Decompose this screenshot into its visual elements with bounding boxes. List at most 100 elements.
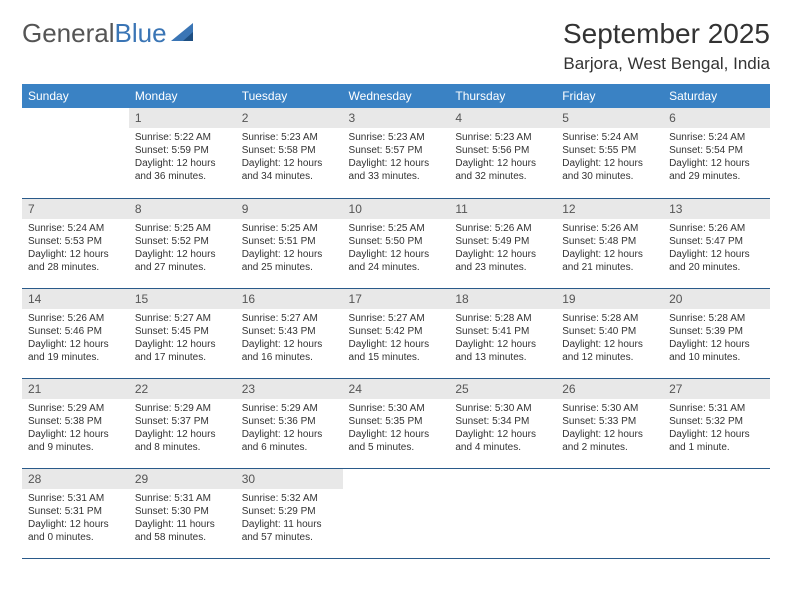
sunset-text: Sunset: 5:49 PM (455, 235, 550, 248)
day-number: 29 (129, 469, 236, 489)
sunrise-text: Sunrise: 5:26 AM (562, 222, 657, 235)
day-details: Sunrise: 5:23 AMSunset: 5:58 PMDaylight:… (236, 128, 343, 189)
daylight1-text: Daylight: 12 hours (135, 428, 230, 441)
calendar-day-cell: 2Sunrise: 5:23 AMSunset: 5:58 PMDaylight… (236, 108, 343, 198)
daylight1-text: Daylight: 12 hours (562, 248, 657, 261)
sunset-text: Sunset: 5:33 PM (562, 415, 657, 428)
calendar-day-cell: .. (449, 468, 556, 558)
logo-text-part1: General (22, 18, 115, 48)
day-number: 28 (22, 469, 129, 489)
sunset-text: Sunset: 5:50 PM (349, 235, 444, 248)
calendar-day-cell: 10Sunrise: 5:25 AMSunset: 5:50 PMDayligh… (343, 198, 450, 288)
daylight2-text: and 17 minutes. (135, 351, 230, 364)
daylight2-text: and 23 minutes. (455, 261, 550, 274)
calendar-day-cell: 29Sunrise: 5:31 AMSunset: 5:30 PMDayligh… (129, 468, 236, 558)
day-details: Sunrise: 5:26 AMSunset: 5:46 PMDaylight:… (22, 309, 129, 370)
sunrise-text: Sunrise: 5:23 AM (455, 131, 550, 144)
daylight2-text: and 1 minute. (669, 441, 764, 454)
calendar-day-cell: 28Sunrise: 5:31 AMSunset: 5:31 PMDayligh… (22, 468, 129, 558)
daylight1-text: Daylight: 12 hours (562, 428, 657, 441)
daylight2-text: and 6 minutes. (242, 441, 337, 454)
daylight2-text: and 58 minutes. (135, 531, 230, 544)
daylight2-text: and 13 minutes. (455, 351, 550, 364)
day-details: Sunrise: 5:25 AMSunset: 5:50 PMDaylight:… (343, 219, 450, 280)
day-details: Sunrise: 5:26 AMSunset: 5:49 PMDaylight:… (449, 219, 556, 280)
sunrise-text: Sunrise: 5:25 AM (349, 222, 444, 235)
day-details: Sunrise: 5:27 AMSunset: 5:45 PMDaylight:… (129, 309, 236, 370)
sunrise-text: Sunrise: 5:30 AM (455, 402, 550, 415)
sunrise-text: Sunrise: 5:27 AM (349, 312, 444, 325)
sunrise-text: Sunrise: 5:25 AM (135, 222, 230, 235)
daylight2-text: and 2 minutes. (562, 441, 657, 454)
sunset-text: Sunset: 5:46 PM (28, 325, 123, 338)
day-number: 25 (449, 379, 556, 399)
logo-text-part2: Blue (115, 18, 167, 48)
daylight2-text: and 5 minutes. (349, 441, 444, 454)
day-details: Sunrise: 5:30 AMSunset: 5:34 PMDaylight:… (449, 399, 556, 460)
daylight2-text: and 21 minutes. (562, 261, 657, 274)
calendar-day-cell: 30Sunrise: 5:32 AMSunset: 5:29 PMDayligh… (236, 468, 343, 558)
sunrise-text: Sunrise: 5:23 AM (242, 131, 337, 144)
sunrise-text: Sunrise: 5:28 AM (669, 312, 764, 325)
daylight1-text: Daylight: 12 hours (669, 338, 764, 351)
calendar-day-cell: 11Sunrise: 5:26 AMSunset: 5:49 PMDayligh… (449, 198, 556, 288)
day-number: 30 (236, 469, 343, 489)
daylight1-text: Daylight: 12 hours (455, 428, 550, 441)
calendar-day-cell: 21Sunrise: 5:29 AMSunset: 5:38 PMDayligh… (22, 378, 129, 468)
calendar-day-cell: .. (22, 108, 129, 198)
sunrise-text: Sunrise: 5:22 AM (135, 131, 230, 144)
sunrise-text: Sunrise: 5:24 AM (562, 131, 657, 144)
daylight1-text: Daylight: 12 hours (135, 157, 230, 170)
sunrise-text: Sunrise: 5:26 AM (669, 222, 764, 235)
day-details: Sunrise: 5:25 AMSunset: 5:52 PMDaylight:… (129, 219, 236, 280)
daylight2-text: and 8 minutes. (135, 441, 230, 454)
sunset-text: Sunset: 5:54 PM (669, 144, 764, 157)
sunset-text: Sunset: 5:37 PM (135, 415, 230, 428)
sunset-text: Sunset: 5:40 PM (562, 325, 657, 338)
day-number: 6 (663, 108, 770, 128)
day-details: Sunrise: 5:22 AMSunset: 5:59 PMDaylight:… (129, 128, 236, 189)
daylight2-text: and 34 minutes. (242, 170, 337, 183)
sunset-text: Sunset: 5:53 PM (28, 235, 123, 248)
day-number: 18 (449, 289, 556, 309)
sunrise-text: Sunrise: 5:27 AM (135, 312, 230, 325)
day-details: Sunrise: 5:23 AMSunset: 5:57 PMDaylight:… (343, 128, 450, 189)
calendar-day-cell: 13Sunrise: 5:26 AMSunset: 5:47 PMDayligh… (663, 198, 770, 288)
calendar-day-cell: 18 Sunrise: 5:28 AMSunset: 5:41 PMDayligh… (449, 288, 556, 378)
daylight2-text: and 0 minutes. (28, 531, 123, 544)
daylight1-text: Daylight: 12 hours (28, 518, 123, 531)
day-details: Sunrise: 5:26 AMSunset: 5:47 PMDaylight:… (663, 219, 770, 280)
daylight2-text: and 24 minutes. (349, 261, 444, 274)
sunset-text: Sunset: 5:41 PM (455, 325, 550, 338)
calendar-day-cell: 17Sunrise: 5:27 AMSunset: 5:42 PMDayligh… (343, 288, 450, 378)
day-number: 12 (556, 199, 663, 219)
daylight1-text: Daylight: 12 hours (455, 338, 550, 351)
day-number: 24 (343, 379, 450, 399)
day-details: Sunrise: 5:29 AMSunset: 5:37 PMDaylight:… (129, 399, 236, 460)
calendar-week-row: ..1Sunrise: 5:22 AMSunset: 5:59 PMDaylig… (22, 108, 770, 198)
sunset-text: Sunset: 5:43 PM (242, 325, 337, 338)
calendar-day-cell: 12Sunrise: 5:26 AMSunset: 5:48 PMDayligh… (556, 198, 663, 288)
weekday-header: Sunday (22, 84, 129, 108)
calendar-table: Sunday Monday Tuesday Wednesday Thursday… (22, 84, 770, 559)
sunrise-text: Sunrise: 5:31 AM (28, 492, 123, 505)
day-number: 2 (236, 108, 343, 128)
day-number: 5 (556, 108, 663, 128)
daylight2-text: and 29 minutes. (669, 170, 764, 183)
day-number: 23 (236, 379, 343, 399)
daylight2-text: and 12 minutes. (562, 351, 657, 364)
sunrise-text: Sunrise: 5:28 AM (455, 312, 550, 325)
day-number: 14 (22, 289, 129, 309)
daylight1-text: Daylight: 12 hours (135, 248, 230, 261)
sunrise-text: Sunrise: 5:30 AM (562, 402, 657, 415)
calendar-week-row: 21Sunrise: 5:29 AMSunset: 5:38 PMDayligh… (22, 378, 770, 468)
day-number: 16 (236, 289, 343, 309)
page-header: GeneralBlue September 2025 Barjora, West… (22, 18, 770, 74)
title-block: September 2025 Barjora, West Bengal, Ind… (563, 18, 770, 74)
sunrise-text: Sunrise: 5:31 AM (669, 402, 764, 415)
daylight2-text: and 4 minutes. (455, 441, 550, 454)
day-details: Sunrise: 5:24 AMSunset: 5:54 PMDaylight:… (663, 128, 770, 189)
calendar-day-cell: 5Sunrise: 5:24 AMSunset: 5:55 PMDaylight… (556, 108, 663, 198)
daylight1-text: Daylight: 12 hours (349, 157, 444, 170)
sunset-text: Sunset: 5:39 PM (669, 325, 764, 338)
